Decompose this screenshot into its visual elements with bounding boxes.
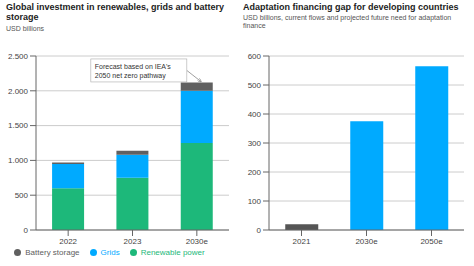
svg-text:0: 0 — [257, 226, 262, 235]
svg-text:2030e: 2030e — [186, 237, 209, 246]
html-text:Battery storage: Battery storage — [25, 248, 80, 257]
svg-text:2050e: 2050e — [420, 237, 443, 246]
svg-text:2021: 2021 — [293, 237, 311, 246]
svg-text:500: 500 — [248, 81, 262, 90]
html-text:Adaptation financing gap for d: Adaptation financing gap for developing … — [243, 2, 459, 12]
svg-text:100: 100 — [248, 197, 262, 206]
svg-text:200: 200 — [248, 168, 262, 177]
html-text:Renewable power: Renewable power — [140, 248, 205, 257]
html-text:USD billions: USD billions — [6, 24, 45, 32]
svg-text:1.000: 1.000 — [8, 156, 29, 165]
svg-text:600: 600 — [248, 52, 262, 61]
svg-text:300: 300 — [248, 139, 262, 148]
svg-text:2030e: 2030e — [355, 237, 378, 246]
svg-text:400: 400 — [248, 110, 262, 119]
svg-text:1.500: 1.500 — [8, 121, 29, 130]
svg-text:2022: 2022 — [59, 237, 77, 246]
svg-text:500: 500 — [15, 191, 29, 200]
html-text:USD billions, current flows an: USD billions, current flows and projecte… — [243, 14, 452, 30]
svg-text:Forecast based on IEA's2050 ne: Forecast based on IEA's2050 net zero pat… — [95, 63, 172, 80]
svg-text:2023: 2023 — [124, 237, 142, 246]
svg-text:2.000: 2.000 — [8, 87, 29, 96]
html-text:Grids: Grids — [100, 248, 120, 257]
html-text:Global investment in renewable: Global investment in renewables, grids a… — [6, 2, 225, 23]
svg-text:0: 0 — [24, 226, 29, 235]
svg-text:2.500: 2.500 — [8, 52, 29, 61]
